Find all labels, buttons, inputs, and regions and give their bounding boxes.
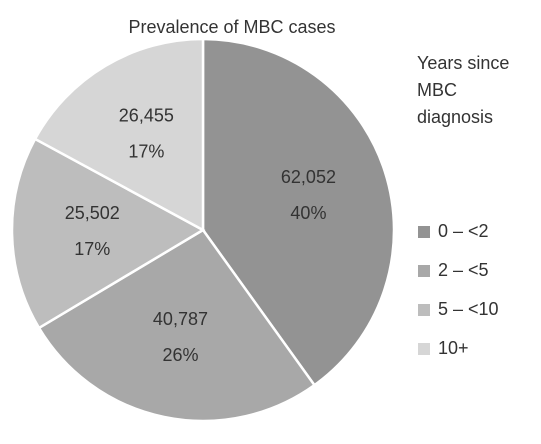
percent-label: 17%: [74, 239, 110, 259]
legend-swatch: [418, 226, 430, 238]
pie-slice: [201, 37, 396, 387]
legend-label: 10+: [438, 338, 469, 358]
pie-slice: [33, 37, 205, 233]
legend-swatch: [418, 304, 430, 316]
legend-title: Years since MBC diagnosis: [417, 53, 510, 127]
percent-label: 17%: [128, 142, 164, 162]
pie-slice: [10, 137, 206, 330]
value-label: 62,052: [281, 167, 336, 187]
percent-label: 40%: [290, 203, 326, 223]
pie-slice: [37, 228, 317, 423]
value-label: 26,455: [119, 106, 174, 126]
legend-label: 2 – <5: [438, 260, 489, 280]
value-label: 25,502: [65, 203, 120, 223]
legend-label: 5 – <10: [438, 299, 499, 319]
percent-label: 26%: [162, 345, 198, 365]
chart-title: Prevalence of MBC cases: [128, 17, 335, 37]
legend-label: 0 – <2: [438, 221, 489, 241]
legend-swatch: [418, 265, 430, 277]
legend-swatch: [418, 343, 430, 355]
value-label: 40,787: [153, 309, 208, 329]
